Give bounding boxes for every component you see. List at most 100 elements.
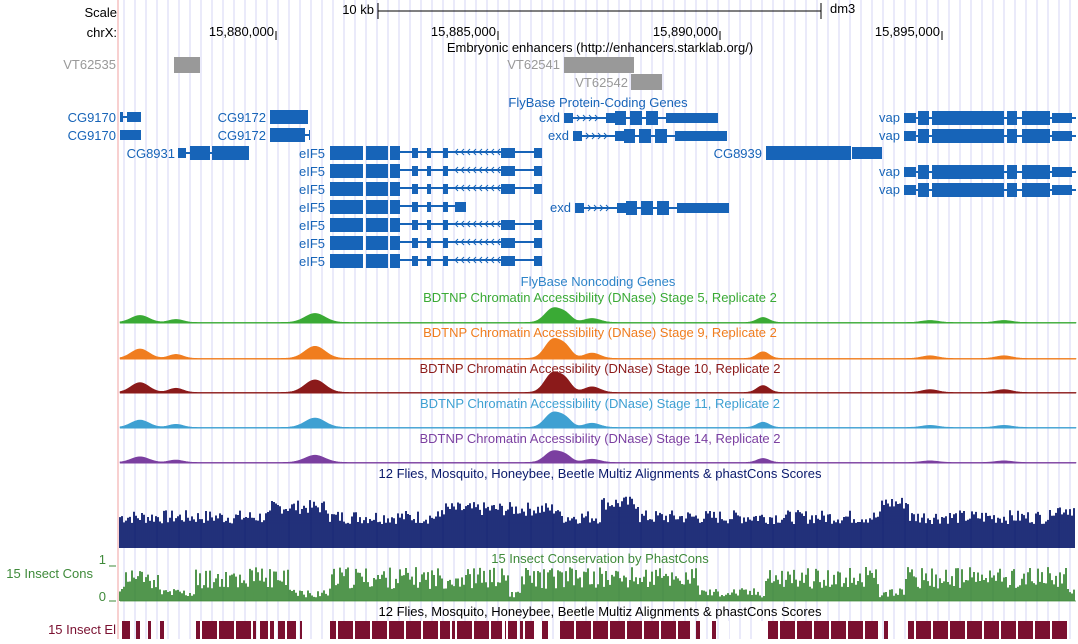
exon: [443, 184, 448, 194]
gene-label-eif5[interactable]: eIF5: [299, 254, 325, 269]
exon: [1007, 111, 1017, 125]
element-gap: [217, 621, 219, 639]
element-gap: [608, 621, 610, 639]
gene-model[interactable]: [904, 111, 1076, 125]
gene-model[interactable]: [270, 110, 308, 124]
element-gap: [880, 621, 882, 639]
strand-arrow: [472, 166, 477, 174]
gene-model[interactable]: [120, 130, 141, 140]
gene-model[interactable]: [120, 112, 141, 122]
track-title-dnase-stage10[interactable]: BDTNP Chromatin Accessibility (DNase) St…: [419, 361, 780, 376]
track-title-elements[interactable]: 12 Flies, Mosquito, Honeybee, Beetle Mul…: [379, 604, 822, 619]
gene-model[interactable]: [330, 182, 542, 196]
exon: [615, 131, 624, 141]
enhancer-label[interactable]: VT62542: [575, 75, 628, 90]
gene-label-cg9170[interactable]: CG9170: [68, 110, 116, 125]
strand-arrow: [478, 148, 483, 156]
enhancer-feature[interactable]: [631, 74, 662, 90]
gene-model[interactable]: [573, 129, 727, 143]
exon: [390, 254, 400, 268]
gene-label-vap[interactable]: vap: [879, 182, 900, 197]
track-title-genes[interactable]: FlyBase Protein-Coding Genes: [508, 95, 688, 110]
enhancer-feature[interactable]: [564, 57, 634, 73]
gene-label-eif5[interactable]: eIF5: [299, 182, 325, 197]
dnase-signal: [119, 371, 1077, 394]
gene-model[interactable]: [904, 183, 1076, 197]
exon: [918, 129, 929, 143]
strand-arrow: [478, 238, 483, 246]
gene-model[interactable]: [330, 164, 542, 178]
gene-model[interactable]: [575, 201, 729, 215]
enhancer-feature[interactable]: [174, 57, 200, 73]
track-title-dnase-stage5[interactable]: BDTNP Chromatin Accessibility (DNase) St…: [423, 290, 777, 305]
enhancer-label[interactable]: VT62535: [63, 57, 116, 72]
strand-arrow: [490, 148, 495, 156]
element-gap: [812, 621, 814, 639]
gene-label-cg9172[interactable]: CG9172: [218, 128, 266, 143]
track-title-cons[interactable]: 15 Insect Conservation by PhastCons: [491, 551, 709, 566]
element-gap: [1050, 621, 1052, 639]
cons-side-label[interactable]: 15 Insect Cons: [6, 566, 93, 581]
ruler-label: 15,890,000: [653, 24, 718, 39]
track-title-dnase-stage14[interactable]: BDTNP Chromatin Accessibility (DNase) St…: [419, 431, 780, 446]
exon: [427, 184, 431, 194]
element-gap: [523, 621, 525, 639]
gene-label-exd[interactable]: exd: [550, 200, 571, 215]
gene-model[interactable]: [270, 128, 310, 142]
gene-label-cg8931[interactable]: CG8931: [127, 146, 175, 161]
strand-arrow: [472, 148, 477, 156]
gene-label-exd[interactable]: exd: [539, 110, 560, 125]
gene-label-eif5[interactable]: eIF5: [299, 146, 325, 161]
gene-label-eif5[interactable]: eIF5: [299, 164, 325, 179]
gene-label-cg9170[interactable]: CG9170: [68, 128, 116, 143]
exon: [412, 220, 418, 230]
exon: [1052, 131, 1072, 141]
exon: [534, 238, 542, 248]
exon: [390, 146, 400, 160]
strand-arrow: [454, 220, 459, 228]
gene-label-cg8939[interactable]: CG8939: [714, 146, 762, 161]
gene-model[interactable]: [330, 236, 542, 250]
gene-model[interactable]: [178, 146, 249, 160]
track-title-enhancers[interactable]: Embryonic enhancers (http://enhancers.st…: [447, 40, 753, 55]
gene-label-vap[interactable]: vap: [879, 110, 900, 125]
gene-model[interactable]: [330, 218, 542, 232]
gene-model[interactable]: [330, 254, 542, 268]
gene-label-eif5[interactable]: eIF5: [299, 200, 325, 215]
strand-arrow: [490, 184, 495, 192]
gene-model[interactable]: [564, 111, 718, 125]
gene-label-eif5[interactable]: eIF5: [299, 218, 325, 233]
strand-arrow: [478, 256, 483, 264]
gene-label-eif5[interactable]: eIF5: [299, 236, 325, 251]
element-gap: [727, 621, 729, 639]
gene-label-vap[interactable]: vap: [879, 128, 900, 143]
intron: [400, 241, 542, 243]
gene-label-exd[interactable]: exd: [548, 128, 569, 143]
track-title-noncoding[interactable]: FlyBase Noncoding Genes: [521, 274, 676, 289]
gene-model[interactable]: [766, 146, 882, 160]
strand-arrow: [587, 204, 592, 212]
gene-label-cg9172[interactable]: CG9172: [218, 110, 266, 125]
gene-model[interactable]: [330, 200, 466, 214]
ruler-label: 15,895,000: [875, 24, 940, 39]
track-title-dnase-stage11[interactable]: BDTNP Chromatin Accessibility (DNase) St…: [420, 396, 780, 411]
gene-model[interactable]: [904, 129, 1076, 143]
exon: [501, 166, 515, 176]
gene-model[interactable]: [330, 146, 542, 160]
exon: [534, 256, 542, 266]
ruler-label: 15,880,000: [209, 24, 274, 39]
track-title-multiz[interactable]: 12 Flies, Mosquito, Honeybee, Beetle Mul…: [379, 466, 822, 481]
element-gap: [744, 621, 746, 639]
elements-side-label[interactable]: 15 Insect El: [48, 622, 116, 637]
element-gap: [489, 621, 491, 639]
strand-arrow: [484, 220, 489, 228]
exon: [606, 113, 615, 123]
strand-arrow: [460, 148, 465, 156]
gene-model[interactable]: [904, 165, 1076, 179]
enhancer-label[interactable]: VT62541: [507, 57, 560, 72]
track-title-dnase-stage9[interactable]: BDTNP Chromatin Accessibility (DNase) St…: [423, 325, 777, 340]
exon: [390, 164, 400, 178]
element-gap: [574, 621, 576, 639]
element-gap: [676, 621, 678, 639]
gene-label-vap[interactable]: vap: [879, 164, 900, 179]
